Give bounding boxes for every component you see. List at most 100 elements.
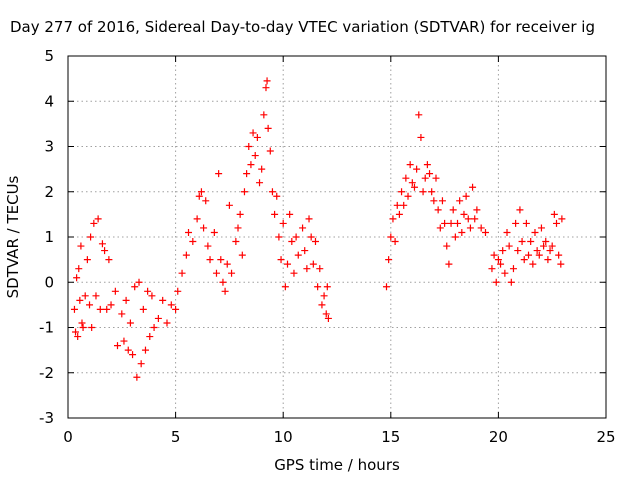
data-point	[447, 219, 455, 227]
data-point	[518, 238, 526, 246]
data-point	[96, 305, 104, 313]
data-point	[471, 215, 479, 223]
data-point	[286, 210, 294, 218]
data-point	[488, 265, 496, 273]
data-point	[292, 233, 300, 241]
data-point	[525, 251, 533, 259]
data-point	[107, 301, 115, 309]
data-point	[395, 210, 403, 218]
data-point	[557, 260, 565, 268]
data-point	[256, 179, 264, 187]
data-point	[445, 260, 453, 268]
data-point	[146, 333, 154, 341]
x-tick-label: 10	[274, 428, 293, 446]
data-point	[263, 77, 271, 85]
data-point	[537, 224, 545, 232]
data-point	[473, 206, 481, 214]
y-tick-label: 5	[44, 47, 54, 65]
data-point	[120, 337, 128, 345]
data-point	[516, 206, 524, 214]
data-point	[167, 301, 175, 309]
data-point	[477, 224, 485, 232]
data-point	[391, 238, 399, 246]
data-point	[490, 251, 498, 259]
data-point	[182, 251, 190, 259]
data-point	[387, 233, 395, 241]
data-point	[253, 133, 261, 141]
data-point	[204, 242, 212, 250]
x-tick-label: 5	[171, 428, 181, 446]
data-point	[101, 247, 109, 255]
data-point	[75, 265, 83, 273]
data-point	[185, 228, 193, 236]
data-point	[210, 228, 218, 236]
y-tick-label: 2	[44, 183, 54, 201]
data-point	[113, 342, 121, 350]
data-point	[81, 292, 89, 300]
data-point	[258, 165, 266, 173]
data-point	[499, 247, 507, 255]
data-point	[311, 238, 319, 246]
data-points	[70, 77, 566, 381]
data-point	[413, 165, 421, 173]
data-point	[200, 224, 208, 232]
data-point	[324, 314, 332, 322]
data-point	[133, 373, 141, 381]
data-point	[88, 324, 96, 331]
data-point	[542, 238, 550, 246]
data-point	[219, 278, 227, 286]
data-point	[406, 161, 414, 169]
data-point	[103, 305, 111, 313]
data-point	[410, 183, 418, 191]
data-point	[408, 179, 416, 187]
data-point	[509, 265, 517, 273]
data-point	[458, 228, 466, 236]
x-tick-label: 20	[489, 428, 508, 446]
data-point	[131, 283, 139, 291]
data-point	[92, 292, 100, 300]
data-point	[531, 228, 539, 236]
data-point	[550, 210, 558, 218]
data-point	[197, 188, 205, 196]
data-point	[72, 328, 80, 336]
data-point	[540, 242, 548, 250]
data-point	[494, 256, 502, 264]
axis-ticks: 0 5 10 15 20 25 -3 -2 -1 0 1 2 3 4 5	[39, 47, 616, 446]
data-point	[398, 188, 406, 196]
data-point	[469, 183, 477, 191]
data-point	[533, 247, 541, 255]
data-point	[303, 265, 311, 273]
data-point	[546, 247, 554, 255]
data-point	[83, 256, 91, 264]
data-point	[305, 215, 313, 223]
data-point	[70, 305, 78, 313]
grid	[68, 56, 606, 418]
data-point	[419, 188, 427, 196]
y-tick-label: 0	[44, 273, 54, 291]
data-point	[322, 310, 330, 318]
data-point	[497, 260, 505, 268]
data-point	[426, 170, 434, 178]
data-point	[245, 143, 253, 150]
data-point	[139, 305, 147, 313]
data-point	[144, 287, 152, 295]
data-point	[558, 215, 566, 223]
data-point	[438, 197, 446, 205]
data-point	[154, 314, 162, 322]
data-point	[76, 296, 84, 304]
data-point	[150, 324, 158, 331]
y-tick-label: 1	[44, 228, 54, 246]
data-point	[464, 215, 472, 223]
y-tick-label: 3	[44, 138, 54, 156]
data-point	[105, 256, 113, 264]
data-point	[481, 228, 489, 236]
y-tick-label: 4	[44, 92, 54, 110]
data-point	[195, 192, 203, 200]
data-point	[129, 351, 137, 359]
plot-frame	[67, 55, 607, 419]
y-axis-label: SDTVAR / TECUs	[4, 175, 22, 298]
data-point	[314, 283, 322, 291]
data-point	[417, 133, 425, 141]
data-point	[441, 219, 449, 227]
data-point	[111, 287, 119, 295]
